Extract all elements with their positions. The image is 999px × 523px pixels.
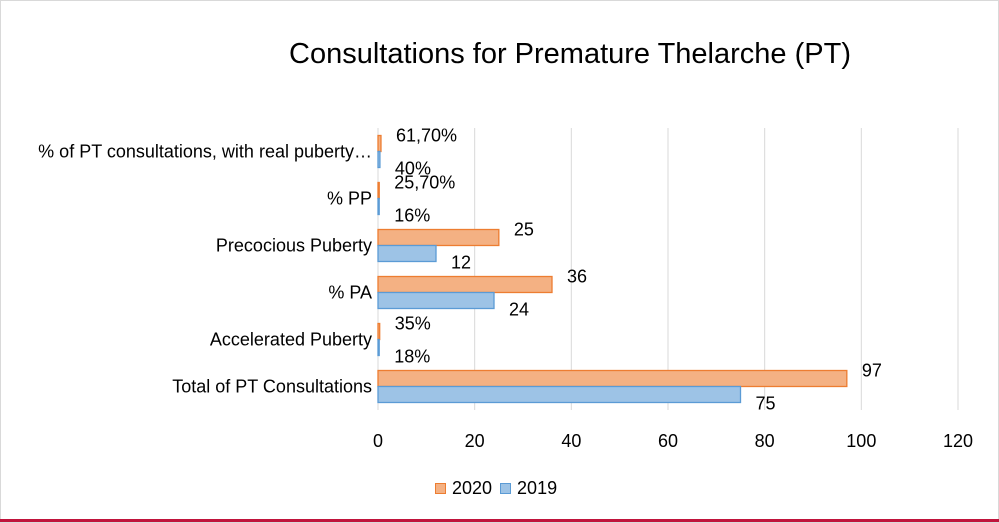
data-label-2019: 12 <box>451 253 471 273</box>
bar-2020 <box>377 134 382 153</box>
legend-label-2019: 2019 <box>517 477 558 498</box>
x-tick-label: 40 <box>561 431 581 451</box>
data-label-2019: 40% <box>395 159 431 179</box>
bottom-accent-line <box>0 519 999 522</box>
bar-2019 <box>377 150 381 169</box>
bar-2019 <box>377 385 742 404</box>
bar-2019 <box>377 338 380 357</box>
chart-title: Consultations for Premature Thelarche (P… <box>289 38 851 70</box>
data-label-2020: 35% <box>395 314 431 334</box>
data-label-2020: 36 <box>567 267 587 287</box>
category-label: Accelerated Puberty <box>210 330 372 350</box>
data-label-2019: 18% <box>394 347 430 367</box>
data-label-2020: 97 <box>862 361 882 381</box>
bar-2019 <box>377 197 380 216</box>
x-tick-label: 100 <box>846 431 876 451</box>
category-label: Precocious Puberty <box>216 236 372 256</box>
legend-label-2020: 2020 <box>452 477 493 498</box>
x-tick-label: 60 <box>658 431 678 451</box>
bar-2020 <box>377 228 500 247</box>
x-tick-label: 20 <box>465 431 485 451</box>
data-label-2019: 24 <box>509 300 529 320</box>
bar-2019 <box>377 244 437 263</box>
x-tick-label: 120 <box>943 431 973 451</box>
bar-2020 <box>377 275 553 294</box>
legend-swatch-2020 <box>435 482 446 494</box>
data-label-2019: 16% <box>394 206 430 226</box>
data-label-2020: 61,70% <box>396 126 457 146</box>
x-tick-label: 0 <box>373 431 383 451</box>
bar-2019 <box>377 291 495 310</box>
category-label: % PP <box>327 189 372 209</box>
category-label: % PA <box>328 283 372 303</box>
bar-2020 <box>377 181 380 200</box>
category-label: Total of PT Consultations <box>172 377 372 397</box>
category-label: % of PT consultations, with real puberty… <box>38 142 372 162</box>
data-label-2019: 75 <box>756 394 776 414</box>
data-label-2020: 25 <box>514 220 534 240</box>
legend-swatch-2019 <box>500 482 512 494</box>
legend-item-2019: 2019 <box>500 478 557 499</box>
legend-item-2020: 2020 <box>435 478 492 499</box>
data-label-2020: 25,70% <box>394 173 455 193</box>
bar-2020 <box>377 322 381 341</box>
x-tick-label: 80 <box>755 431 775 451</box>
legend: 2020 2019 <box>435 477 565 499</box>
bar-2020 <box>377 369 848 388</box>
